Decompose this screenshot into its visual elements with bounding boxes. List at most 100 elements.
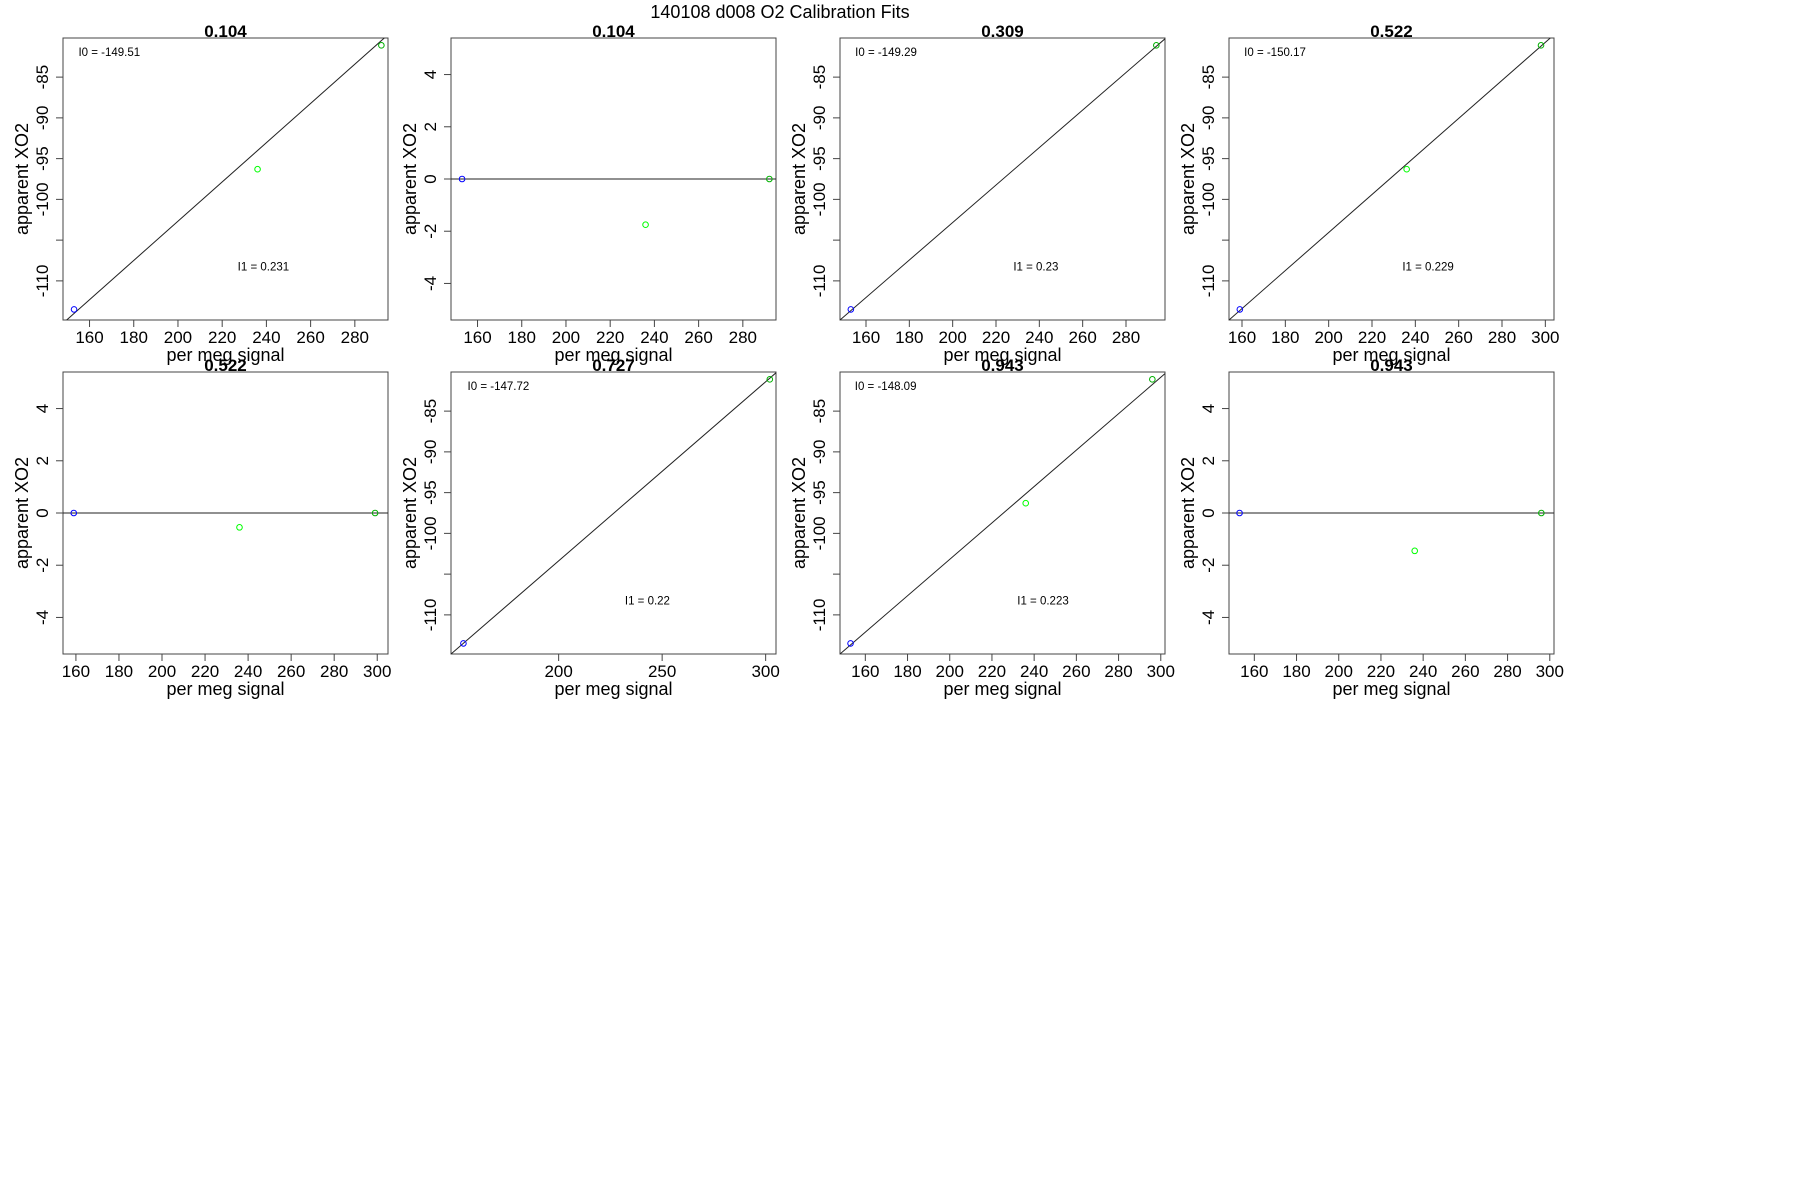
x-tick-label: 280	[1488, 328, 1516, 347]
y-tick-label: -95	[421, 480, 440, 505]
y-tick-label: -90	[421, 440, 440, 465]
y-tick-label: -85	[33, 65, 52, 90]
data-point	[1153, 42, 1160, 49]
data-point	[460, 640, 467, 647]
data-point	[458, 175, 466, 183]
x-tick-label: 220	[1367, 662, 1395, 681]
x-tick-label: 260	[1451, 662, 1479, 681]
y-tick-label: -100	[421, 516, 440, 550]
x-axis-label: per meg signal	[166, 679, 284, 699]
x-axis-label: per meg signal	[554, 679, 672, 699]
x-tick-label: 180	[893, 662, 921, 681]
panel-4: 0.522 160 180 200 220 240 260 280 300 per meg sig…	[1178, 22, 1560, 365]
y-tick-label: 2	[1199, 456, 1218, 465]
y-tick-label: -90	[810, 440, 829, 465]
data-point	[1411, 547, 1419, 555]
y-tick-label: 0	[33, 508, 52, 517]
x-tick-label: 160	[852, 328, 880, 347]
fit-annotation: I0 = -149.51	[78, 47, 140, 59]
x-tick-label: 250	[648, 662, 676, 681]
x-axis-label: per meg signal	[1332, 679, 1450, 699]
x-tick-label: 260	[1068, 328, 1096, 347]
y-tick-label: -90	[1199, 106, 1218, 131]
x-tick-label: 300	[1531, 328, 1559, 347]
x-tick-label: 160	[62, 662, 90, 681]
x-tick-label: 200	[938, 328, 966, 347]
y-tick-label: -100	[33, 182, 52, 216]
y-tick-label: -85	[810, 65, 829, 90]
x-tick-label: 180	[895, 328, 923, 347]
data-point	[378, 42, 385, 49]
x-tick-label: 280	[729, 328, 757, 347]
fit-line	[840, 373, 1165, 654]
panel-title: 0.104	[592, 22, 635, 41]
y-tick-label: -95	[810, 480, 829, 505]
y-tick-label: -95	[810, 146, 829, 171]
x-tick-label: 300	[1536, 662, 1564, 681]
panel-title: 0.943	[1370, 356, 1413, 375]
x-tick-label: 300	[363, 662, 391, 681]
y-tick-label: -110	[421, 598, 440, 631]
fit-annotation: I0 = -148.09	[855, 381, 917, 393]
data-point	[1236, 306, 1244, 313]
data-point	[70, 509, 78, 517]
x-tick-label: 280	[1493, 662, 1521, 681]
x-tick-label: 280	[341, 328, 369, 347]
panel-title: 0.104	[204, 22, 247, 41]
x-tick-label: 260	[277, 662, 305, 681]
x-tick-label: 240	[1020, 662, 1048, 681]
x-tick-label: 220	[1358, 328, 1386, 347]
x-tick-label: 260	[1062, 662, 1090, 681]
fit-annotation: I1 = 0.229	[1402, 261, 1453, 273]
panel-title: 0.522	[204, 356, 247, 375]
y-tick-label: -100	[1199, 182, 1218, 216]
x-tick-label: 160	[75, 328, 103, 347]
y-tick-label: -95	[1199, 146, 1218, 171]
x-tick-label: 200	[936, 662, 964, 681]
panel-6: 0.727 200 250 300 per meg signal -110 -100 -95 -…	[400, 356, 780, 699]
y-tick-label: -110	[33, 264, 52, 297]
fit-annotation: I0 = -150.17	[1244, 47, 1306, 59]
y-axis-label: apparent XO2	[12, 457, 32, 569]
x-tick-label: 280	[1112, 328, 1140, 347]
panel-1: 0.104 160 180 200 220 240 260 280 per meg signal…	[12, 22, 389, 365]
x-tick-label: 160	[463, 328, 491, 347]
data-point	[642, 221, 649, 228]
x-tick-label: 160	[851, 662, 879, 681]
data-point	[847, 306, 855, 313]
y-axis-label: apparent XO2	[789, 457, 809, 569]
x-tick-label: 260	[1444, 328, 1472, 347]
data-point	[236, 524, 243, 531]
x-tick-label: 220	[191, 662, 219, 681]
x-tick-label: 180	[508, 328, 536, 347]
x-tick-label: 240	[252, 328, 280, 347]
x-tick-label: 220	[596, 328, 624, 347]
y-tick-label: -90	[33, 106, 52, 131]
x-tick-label: 180	[1271, 328, 1299, 347]
fit-line	[1229, 38, 1552, 320]
y-tick-label: -85	[1199, 65, 1218, 90]
x-tick-label: 280	[320, 662, 348, 681]
x-axis-label: per meg signal	[943, 679, 1061, 699]
x-tick-label: 280	[1104, 662, 1132, 681]
fit-line	[451, 372, 776, 654]
y-tick-label: -2	[33, 558, 52, 573]
x-tick-label: 180	[120, 328, 148, 347]
y-tick-label: -4	[1199, 610, 1218, 625]
data-point	[1022, 499, 1030, 507]
y-tick-label: 4	[33, 404, 52, 413]
data-point	[847, 640, 854, 647]
x-tick-label: 300	[1147, 662, 1175, 681]
data-point	[766, 376, 774, 383]
y-tick-label: -85	[421, 399, 440, 424]
y-tick-label: -4	[421, 276, 440, 291]
data-point	[254, 165, 261, 173]
panel-3: 0.309 160 180 200 220 240 260 280 per meg signal…	[789, 22, 1166, 365]
x-tick-label: 220	[208, 328, 236, 347]
data-point	[70, 306, 78, 313]
x-tick-label: 260	[684, 328, 712, 347]
